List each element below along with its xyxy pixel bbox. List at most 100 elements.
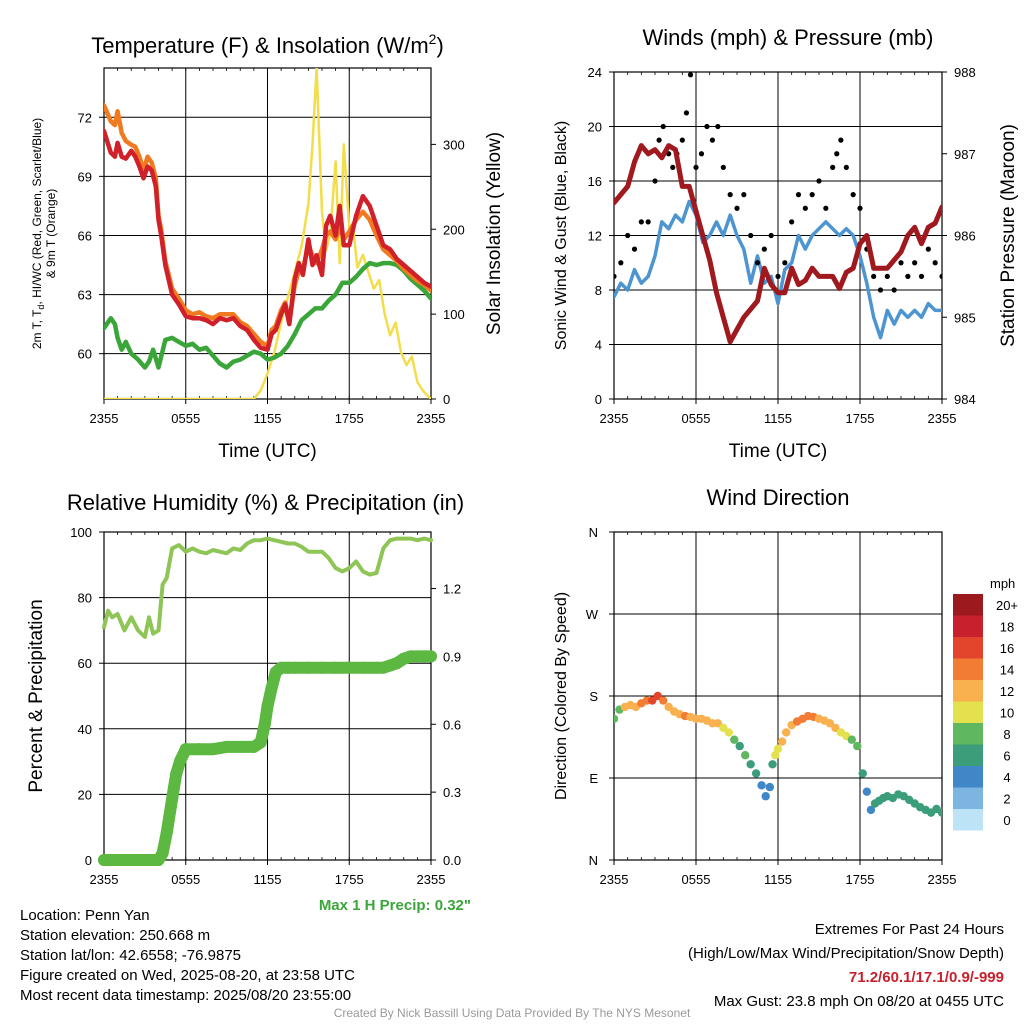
- gust-point: [652, 178, 658, 184]
- direction-point: [724, 728, 733, 737]
- legend-swatch: [953, 744, 983, 766]
- direction-point: [751, 769, 761, 778]
- footer-latlon: Station lat/lon: 42.6558; -76.9875: [20, 947, 242, 964]
- max-precip-annotation: Max 1 H Precip: 0.32": [319, 897, 471, 914]
- gust-point: [683, 110, 690, 116]
- y2-tick-label: 200: [443, 222, 465, 237]
- legend-swatch: [953, 766, 983, 788]
- x-tick-label: 1755: [846, 872, 875, 887]
- precip-point: [234, 740, 247, 753]
- precip-point: [170, 768, 183, 781]
- gust-point: [925, 246, 931, 252]
- footer-elevation: Station elevation: 250.668 m: [20, 927, 211, 944]
- gust-point: [709, 137, 716, 143]
- gust-point: [834, 151, 840, 157]
- legend-label: 4: [1003, 770, 1010, 785]
- precip-point: [316, 661, 328, 674]
- y-tick-label: 20: [78, 787, 92, 802]
- legend-swatch: [953, 723, 983, 745]
- direction-point: [730, 735, 739, 744]
- y2-tick-label: 986: [954, 229, 976, 244]
- sonic-wind-line: [614, 199, 942, 340]
- direction-point: [866, 805, 876, 815]
- legend-swatch: [953, 658, 983, 680]
- y2-tick-label: 985: [954, 310, 976, 325]
- legend-label: 16: [1000, 641, 1014, 656]
- panel-3-title: Relative Humidity (%) & Precipitation (i…: [67, 490, 464, 515]
- gust-point: [850, 192, 856, 198]
- direction-point: [614, 714, 619, 723]
- gust-point: [939, 273, 942, 279]
- direction-point: [741, 751, 750, 760]
- direction-tick-label: S: [589, 689, 598, 704]
- precip-point: [160, 826, 173, 839]
- direction-tick-label: N: [589, 853, 598, 868]
- y-tick-label: 0: [85, 853, 92, 868]
- direction-point: [782, 728, 791, 737]
- footer-left: Location: Penn Yan Station elevation: 25…: [20, 906, 355, 1006]
- extremes-heading: Extremes For Past 24 Hours: [814, 921, 1004, 938]
- gust-point: [754, 260, 761, 266]
- credit-line: Created By Nick Bassill Using Data Provi…: [333, 1006, 691, 1020]
- gust-point: [660, 123, 666, 130]
- extremes-description: (High/Low/Max Wind/Precipitation/Snow De…: [688, 945, 1004, 962]
- gust-point: [891, 287, 897, 293]
- gust-point: [802, 205, 808, 211]
- gust-point: [670, 164, 676, 170]
- direction-tick-label: E: [589, 771, 598, 786]
- gust-point: [809, 192, 815, 198]
- precip-point: [343, 661, 356, 674]
- gust-point: [789, 219, 795, 225]
- precip-point: [174, 754, 187, 767]
- insolation-line: [104, 68, 431, 399]
- x-tick-label: 2355: [417, 411, 446, 426]
- legend-label: 14: [1000, 663, 1014, 678]
- x-tick-label: 1155: [254, 411, 282, 426]
- direction-point: [853, 741, 862, 751]
- temperature-series-group: [104, 68, 431, 399]
- speed-legend: mph 20+ 18 16 14 12 10 8 6 4 2 0: [953, 576, 1018, 831]
- direction-point: [768, 760, 777, 769]
- direction-point: [777, 737, 787, 746]
- gust-point: [898, 260, 904, 266]
- x-tick-label: 0555: [682, 411, 711, 426]
- gust-point: [871, 273, 877, 279]
- panel-3-frame: 2355 0555 1155 1755 2355 0 20 40 60 80 100 0.0 0.3 0.…: [26, 490, 471, 914]
- gust-point: [918, 273, 925, 279]
- footer-location: Location: Penn Yan: [20, 907, 150, 924]
- footer-right: Extremes For Past 24 Hours (High/Low/Max…: [688, 918, 1004, 1014]
- precip-point: [302, 661, 315, 674]
- direction-tick-label: N: [589, 525, 598, 540]
- panel-2-y2label: Station Pressure (Maroon): [998, 124, 1019, 347]
- gust-point: [720, 164, 726, 170]
- direction-point: [771, 751, 780, 760]
- gust-point: [727, 192, 733, 198]
- panel-1-xlabel: Time (UTC): [218, 441, 317, 462]
- direction-point: [765, 782, 774, 792]
- x-tick-label: 0555: [171, 411, 200, 426]
- gust-point: [905, 273, 911, 279]
- y-tick-label: 12: [588, 229, 602, 244]
- legend-label: 2: [1003, 792, 1010, 807]
- legend-swatch: [953, 637, 983, 659]
- y-tick-label: 8: [595, 283, 602, 298]
- rh-line: [102, 536, 433, 639]
- y2-tick-label: 300: [443, 137, 465, 152]
- x-tick-label: 1155: [764, 872, 792, 887]
- precip-point: [111, 854, 124, 866]
- gust-point: [625, 232, 631, 239]
- gust-point: [932, 260, 938, 266]
- panel-2-ylabel: Sonic Wind & Gust (Blue, Black): [553, 121, 570, 350]
- gust-point: [687, 72, 694, 78]
- legend-swatch: [953, 787, 983, 809]
- x-tick-label: 0555: [682, 872, 711, 887]
- direction-point: [847, 735, 856, 744]
- precip-point: [254, 736, 267, 749]
- y2-tick-label: 984: [954, 392, 976, 407]
- gust-point: [761, 246, 767, 252]
- y-tick-label: 80: [78, 591, 92, 606]
- x-tick-label: 2355: [600, 872, 629, 887]
- direction-point: [659, 696, 668, 705]
- y2-tick-label: 0.3: [443, 785, 461, 800]
